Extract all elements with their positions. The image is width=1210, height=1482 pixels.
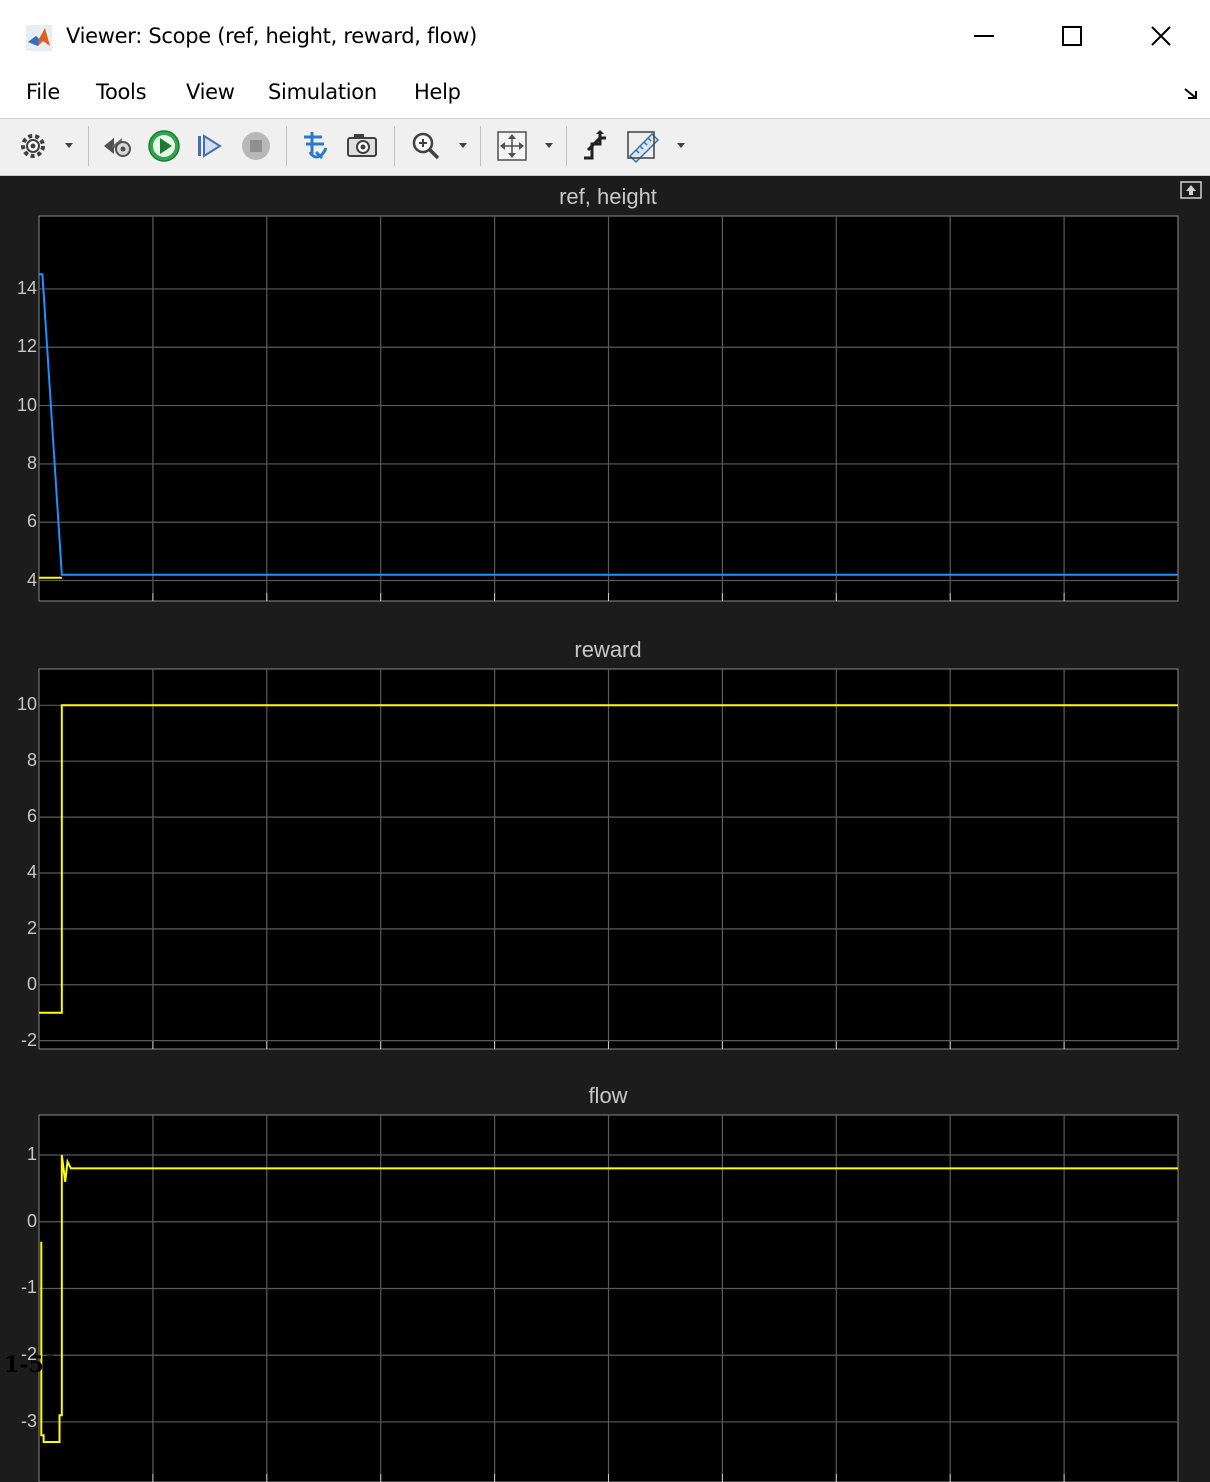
y-tick-label: 0 xyxy=(26,1210,37,1231)
stop-icon[interactable] xyxy=(238,128,274,164)
plot-title-flow: flow xyxy=(588,1083,628,1108)
window-title: Viewer: Scope (ref, height, reward, flow… xyxy=(66,24,477,48)
step-forward-icon[interactable] xyxy=(192,128,228,164)
maximize-icon xyxy=(1062,26,1082,46)
y-tick-label: 6 xyxy=(26,806,37,827)
series-line-0 xyxy=(40,1154,1178,1443)
plot-title-ref-height: ref, height xyxy=(559,184,657,209)
plot-title-reward: reward xyxy=(574,637,642,662)
window-titlebar xyxy=(0,0,1210,68)
minimize-icon xyxy=(974,35,994,37)
undock-icon[interactable] xyxy=(1180,181,1202,199)
y-tick-label: 10 xyxy=(16,694,37,715)
y-tick-label: 4 xyxy=(26,861,37,882)
toolbar xyxy=(0,118,1210,176)
y-tick-label: 14 xyxy=(16,277,37,298)
minimize-button[interactable] xyxy=(954,14,1014,58)
matlab-icon xyxy=(26,25,52,51)
run-icon[interactable] xyxy=(146,128,182,164)
y-tick-label: 4 xyxy=(26,569,37,590)
y-tick-label: 8 xyxy=(26,750,37,771)
chart-svg-0 xyxy=(38,215,1179,602)
series-line-1 xyxy=(39,273,1178,576)
menu-file[interactable]: File xyxy=(26,80,60,104)
y-tick-label: 1 xyxy=(26,1144,37,1165)
menu-bar xyxy=(0,68,1210,118)
highlight-block-icon[interactable] xyxy=(298,128,334,164)
measurements-dropdown-icon[interactable] xyxy=(674,138,688,152)
y-tick-label: 10 xyxy=(16,394,37,415)
maximize-button[interactable] xyxy=(1042,14,1102,58)
triggers-icon[interactable] xyxy=(578,128,614,164)
y-tick-label: -3 xyxy=(20,1410,37,1431)
menu-tools[interactable]: Tools xyxy=(96,80,147,104)
settings-icon[interactable] xyxy=(16,128,52,164)
close-icon xyxy=(1151,26,1171,46)
snapshot-icon[interactable] xyxy=(344,128,380,164)
menu-view[interactable]: View xyxy=(186,80,235,104)
y-tick-label: 8 xyxy=(26,452,37,473)
y-tick-label: 12 xyxy=(16,336,37,357)
y-tick-label: -2 xyxy=(20,1029,37,1050)
close-button[interactable] xyxy=(1130,14,1190,58)
menu-help[interactable]: Help xyxy=(414,80,461,104)
y-tick-label: 2 xyxy=(26,917,37,938)
zoom-dropdown-icon[interactable] xyxy=(456,138,470,152)
step-back-icon[interactable] xyxy=(100,128,136,164)
chart-svg-1 xyxy=(38,668,1179,1050)
settings-dropdown-icon[interactable] xyxy=(62,138,76,152)
y-tick-label: 0 xyxy=(26,973,37,994)
menu-simulation[interactable]: Simulation xyxy=(268,80,377,104)
dock-arrow-icon[interactable] xyxy=(1184,88,1198,100)
zoom-icon[interactable] xyxy=(408,128,444,164)
autoscale-icon[interactable] xyxy=(494,128,530,164)
y-tick-label: -2 xyxy=(20,1344,37,1365)
measurements-icon[interactable] xyxy=(626,128,662,164)
overlay-text: 1-52 xyxy=(4,1352,60,1378)
chart-svg-2 xyxy=(38,1114,1179,1482)
autoscale-dropdown-icon[interactable] xyxy=(542,138,556,152)
series-line-0 xyxy=(39,704,1178,1014)
y-tick-label: -1 xyxy=(20,1277,37,1298)
y-tick-label: 6 xyxy=(26,511,37,532)
